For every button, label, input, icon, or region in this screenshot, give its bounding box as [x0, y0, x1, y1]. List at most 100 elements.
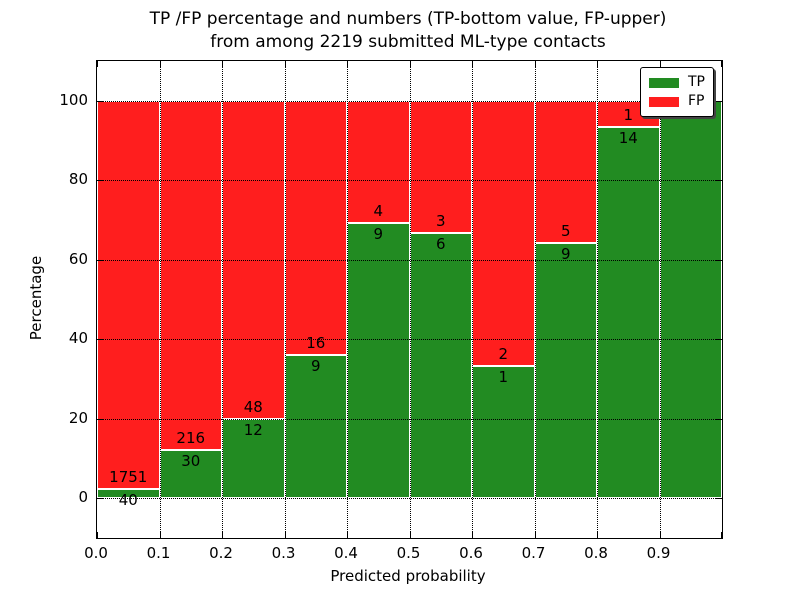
x-tick-mark: [222, 532, 223, 538]
bar-segment-tp: [284, 355, 347, 498]
legend-item-label: TP: [688, 74, 705, 90]
y-tick-mark: [716, 339, 722, 341]
x-tick-mark: [159, 532, 161, 538]
legend-item-label: FP: [688, 93, 705, 109]
y-tick-mark: [97, 498, 103, 499]
x-tick-mark: [97, 61, 98, 67]
y-tick-label: 20: [68, 408, 88, 427]
bar-segment-fp: [97, 101, 160, 490]
v-gridline: [222, 61, 223, 538]
fp-count-label: 48: [243, 397, 263, 416]
x-tick-label: 0.3: [271, 544, 296, 562]
x-tick-mark: [659, 532, 661, 538]
tp-count-label: 40: [118, 491, 138, 510]
fp-count-label: 2: [498, 344, 509, 363]
x-tick-mark: [222, 61, 223, 67]
x-tick-label: 0.0: [84, 544, 108, 562]
x-axis-label: Predicted probability: [330, 567, 486, 585]
legend: TP FP: [640, 67, 714, 117]
y-tick-label: 100: [59, 91, 88, 109]
bar-segment-fp: [347, 101, 410, 224]
v-gridline: [284, 61, 286, 538]
legend-item: TP: [649, 73, 705, 92]
x-tick-label: 0.4: [334, 544, 358, 562]
tp-count-label: 12: [243, 420, 263, 439]
tp-swatch-icon: [649, 77, 679, 88]
bar-segment-fp: [472, 101, 535, 366]
bar-segment-fp: [534, 101, 597, 243]
tp-count-label: 30: [181, 451, 201, 470]
x-tick-mark: [534, 61, 536, 67]
v-gridline: [659, 61, 661, 538]
x-tick-label: 0.8: [584, 544, 608, 562]
y-tick-mark: [97, 180, 103, 182]
x-tick-label: 0.2: [209, 544, 233, 562]
tp-count-label: 14: [618, 129, 638, 148]
x-tick-mark: [472, 61, 473, 67]
x-tick-mark: [97, 532, 98, 538]
bar-segment-tp: [222, 418, 285, 498]
bar-segment-tp: [659, 101, 722, 498]
tp-count-label: 9: [310, 357, 321, 376]
x-tick-mark: [597, 532, 598, 538]
y-tick-mark: [97, 259, 103, 261]
y-tick-mark: [97, 101, 103, 102]
v-gridline: [159, 61, 161, 538]
bar-segment-fp: [284, 101, 347, 356]
y-tick-mark: [716, 498, 722, 499]
y-tick-label: 40: [68, 329, 88, 348]
fp-count-label: 16: [306, 334, 326, 353]
x-tick-label: 0.1: [146, 544, 171, 562]
fp-count-label: 1751: [109, 468, 148, 487]
bar-segment-tp: [347, 223, 410, 498]
bar-segment-tp: [597, 127, 660, 498]
y-tick-mark: [716, 418, 722, 420]
v-gridline: [409, 61, 411, 538]
v-gridline: [472, 61, 473, 538]
fp-count-label: 5: [560, 221, 571, 240]
x-tick-label: 0.6: [459, 544, 483, 562]
y-axis-label: Percentage: [27, 255, 45, 341]
legend-item: FP: [649, 92, 705, 111]
x-tick-mark: [534, 532, 536, 538]
x-tick-mark: [284, 532, 286, 538]
fp-count-label: 4: [373, 202, 384, 221]
x-tick-mark: [347, 61, 348, 67]
x-tick-mark: [472, 532, 473, 538]
v-gridline: [347, 61, 348, 538]
y-tick-mark: [97, 418, 103, 420]
y-tick-label: 80: [68, 170, 88, 189]
y-tick-mark: [97, 339, 103, 341]
tp-count-label: 1: [498, 367, 509, 386]
x-tick-label: 0.7: [521, 544, 546, 562]
x-tick-mark: [284, 61, 286, 67]
x-tick-mark: [409, 61, 411, 67]
y-tick-mark: [716, 180, 722, 182]
tp-count-label: 6: [435, 235, 446, 254]
chart-title-line2: from among 2219 submitted ML-type contac…: [210, 32, 606, 52]
fp-count-label: 216: [176, 428, 206, 447]
x-tick-mark: [721, 61, 722, 67]
tp-count-label: 9: [373, 225, 384, 244]
x-tick-mark: [347, 532, 348, 538]
v-gridline: [534, 61, 536, 538]
x-tick-mark: [159, 61, 161, 67]
chart-title: TP /FP percentage and numbers (TP-bottom…: [8, 8, 800, 54]
fp-count-label: 1: [623, 106, 634, 125]
bar-segment-tp: [409, 233, 472, 498]
y-tick-mark: [716, 259, 722, 261]
bar-segment-tp: [534, 242, 597, 498]
y-tick-label: 60: [68, 249, 88, 268]
x-tick-label: 0.5: [396, 544, 421, 562]
bar-segment-fp: [159, 101, 222, 450]
y-tick-mark: [716, 101, 722, 102]
x-tick-mark: [721, 532, 722, 538]
y-tick-label: 0: [78, 488, 88, 506]
fp-swatch-icon: [649, 96, 679, 107]
x-tick-mark: [659, 61, 661, 67]
x-tick-mark: [409, 532, 411, 538]
x-tick-label: 0.9: [646, 544, 671, 562]
chart-title-line1: TP /FP percentage and numbers (TP-bottom…: [149, 9, 667, 29]
